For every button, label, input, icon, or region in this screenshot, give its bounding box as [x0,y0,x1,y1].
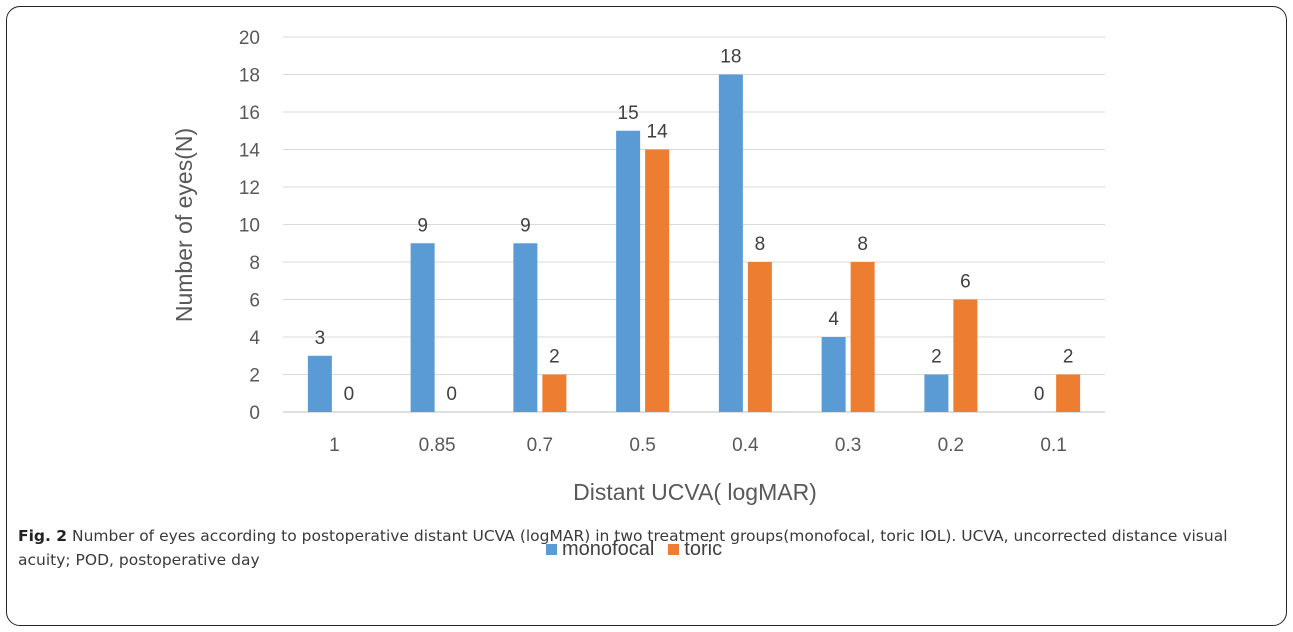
bar-toric [1056,374,1081,412]
y-tick-labels: 0 2 4 6 8 10 12 14 16 18 20 [239,28,261,424]
y-tick-label: 18 [239,66,260,87]
legend-label-monofocal: monofocal [562,538,655,560]
bar-monofocal [924,374,949,412]
caption-label: Fig. 2 [18,527,68,545]
legend-item-toric: toric [668,538,722,561]
bar-monofocal [718,74,743,412]
data-label-monofocal: 2 [931,347,942,368]
data-label-toric: 8 [755,234,766,255]
bar-toric [542,374,567,412]
figure-caption: Fig. 2 Number of eyes according to posto… [18,524,1238,572]
caption-text: Number of eyes according to postoperativ… [18,527,1228,569]
bar-toric [953,299,978,412]
y-tick-label: 16 [239,103,260,124]
data-label-monofocal: 9 [417,215,428,236]
x-tick-label: 0.4 [732,435,759,456]
x-tick-label: 0.3 [835,435,861,456]
data-label-monofocal: 4 [828,309,839,330]
bar-monofocal [513,243,538,412]
bar-monofocal [410,243,435,412]
bar-toric [645,149,670,412]
y-tick-label: 12 [239,178,260,199]
bar-toric [747,262,772,412]
y-tick-label: 8 [249,253,260,274]
y-axis-label: Number of eyes(N) [171,128,197,322]
data-label-monofocal: 18 [720,47,741,68]
data-label-toric: 2 [1063,347,1074,368]
x-tick-label: 0.5 [629,435,655,456]
y-tick-label: 14 [239,141,261,162]
y-tick-label: 2 [249,366,260,387]
legend-label-toric: toric [684,538,723,560]
x-tick-label: 0.2 [938,435,964,456]
x-tick-label: 0.85 [419,435,456,456]
legend-swatch-toric [668,544,680,555]
x-tick-label: 0.1 [1040,435,1066,456]
y-tick-label: 6 [249,291,260,312]
y-tick-label: 0 [249,403,260,424]
data-label-toric: 14 [647,122,669,143]
legend: monofocal toric [546,538,722,561]
bar-monofocal [616,130,641,412]
data-label-monofocal: 15 [618,103,639,124]
y-tick-label: 4 [249,328,260,349]
data-label-monofocal: 0 [1034,384,1045,405]
x-tick-labels: 1 0.85 0.7 0.5 0.4 0.3 0.2 0.1 [329,435,1067,456]
bars [307,74,1081,412]
data-label-toric: 6 [960,272,971,293]
data-label-toric: 8 [857,234,868,255]
data-label-monofocal: 3 [315,328,326,349]
gridlines [283,36,1105,413]
x-axis-label: Distant UCVA( logMAR) [573,479,817,505]
y-tick-label: 10 [239,216,260,237]
legend-item-monofocal: monofocal [546,538,654,561]
data-label-toric: 0 [344,384,355,405]
legend-swatch-monofocal [546,544,557,555]
bar-monofocal [307,355,332,412]
bar-toric [850,262,875,412]
x-tick-label: 0.7 [527,435,553,456]
bar-monofocal [821,337,846,412]
y-tick-label: 20 [239,28,260,49]
data-label-toric: 0 [446,384,457,405]
data-label-toric: 2 [549,347,560,368]
data-label-monofocal: 9 [520,215,531,236]
x-tick-label: 1 [329,435,340,456]
